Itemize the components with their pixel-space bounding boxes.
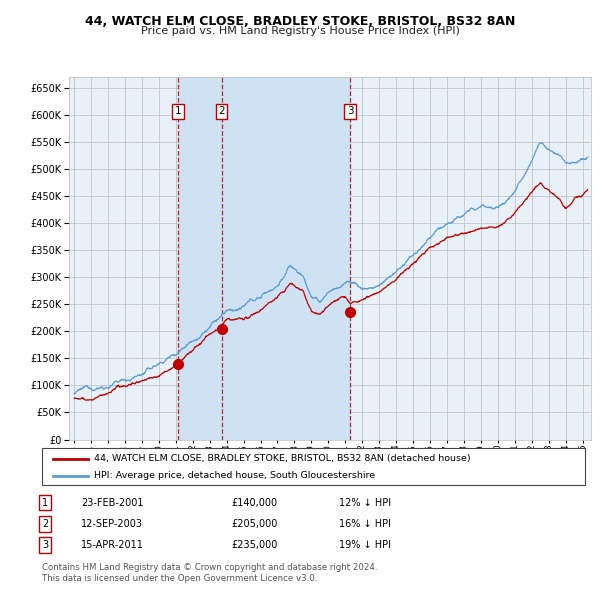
Text: 44, WATCH ELM CLOSE, BRADLEY STOKE, BRISTOL, BS32 8AN: 44, WATCH ELM CLOSE, BRADLEY STOKE, BRIS… [85, 15, 515, 28]
Text: 2: 2 [42, 519, 48, 529]
Text: 2: 2 [218, 106, 225, 116]
Text: 19% ↓ HPI: 19% ↓ HPI [339, 540, 391, 550]
Text: 3: 3 [347, 106, 353, 116]
Text: 12-SEP-2003: 12-SEP-2003 [81, 519, 143, 529]
Text: £205,000: £205,000 [231, 519, 277, 529]
Text: Price paid vs. HM Land Registry's House Price Index (HPI): Price paid vs. HM Land Registry's House … [140, 26, 460, 36]
Text: This data is licensed under the Open Government Licence v3.0.: This data is licensed under the Open Gov… [42, 574, 317, 583]
Text: Contains HM Land Registry data © Crown copyright and database right 2024.: Contains HM Land Registry data © Crown c… [42, 563, 377, 572]
Text: 1: 1 [175, 106, 181, 116]
Text: 1: 1 [42, 498, 48, 507]
Text: 3: 3 [42, 540, 48, 550]
Text: 44, WATCH ELM CLOSE, BRADLEY STOKE, BRISTOL, BS32 8AN (detached house): 44, WATCH ELM CLOSE, BRADLEY STOKE, BRIS… [94, 454, 470, 463]
Text: 23-FEB-2001: 23-FEB-2001 [81, 498, 143, 507]
Text: £235,000: £235,000 [231, 540, 277, 550]
Text: £140,000: £140,000 [231, 498, 277, 507]
Text: 16% ↓ HPI: 16% ↓ HPI [339, 519, 391, 529]
Text: 15-APR-2011: 15-APR-2011 [81, 540, 144, 550]
Text: HPI: Average price, detached house, South Gloucestershire: HPI: Average price, detached house, Sout… [94, 471, 375, 480]
Bar [221, 77, 350, 440]
Text: 12% ↓ HPI: 12% ↓ HPI [339, 498, 391, 507]
Bar [178, 77, 221, 440]
